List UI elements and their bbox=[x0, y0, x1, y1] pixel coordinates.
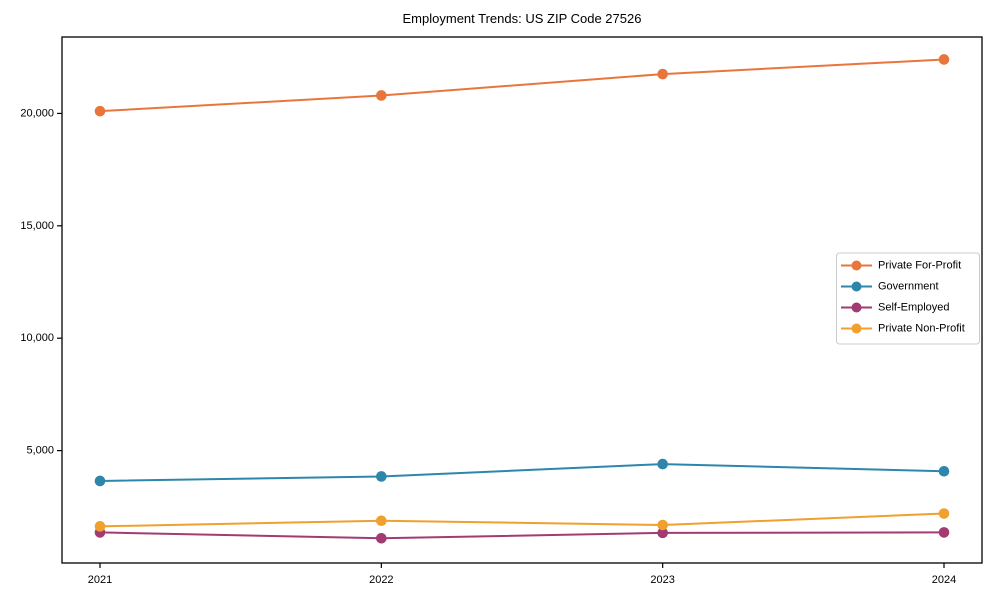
y-axis-tick-label: 5,000 bbox=[26, 445, 54, 457]
legend-label-government: Government bbox=[878, 281, 939, 293]
legend-marker-private-non-profit bbox=[851, 323, 862, 334]
series-line-private-non-profit bbox=[99, 512, 945, 528]
data-point-private-non-profit-2023 bbox=[657, 519, 668, 531]
plot-border bbox=[61, 36, 983, 564]
legend-box bbox=[836, 252, 980, 345]
legend-label-private-non-profit: Private Non-Profit bbox=[878, 323, 965, 335]
y-axis-tick-label: 20,000 bbox=[20, 107, 54, 119]
series-line-private-for-profit bbox=[99, 58, 945, 113]
series-line-government bbox=[99, 463, 945, 482]
data-point-self-employed-2024 bbox=[938, 527, 950, 538]
data-point-government-2021 bbox=[94, 475, 106, 487]
data-point-government-2022 bbox=[376, 471, 387, 482]
data-point-private-for-profit-2022 bbox=[376, 90, 387, 101]
x-axis-tick-label: 2024 bbox=[932, 574, 956, 586]
data-point-private-non-profit-2024 bbox=[938, 508, 950, 519]
series-line-self-employed bbox=[99, 531, 945, 540]
data-point-private-for-profit-2023 bbox=[657, 68, 668, 80]
data-point-self-employed-2022 bbox=[376, 532, 387, 544]
y-axis-tick-label: 15,000 bbox=[20, 220, 54, 232]
data-point-self-employed-2023 bbox=[657, 527, 668, 539]
x-axis-tick-label: 2021 bbox=[88, 574, 112, 586]
x-axis-tick-label: 2023 bbox=[650, 574, 674, 586]
data-point-government-2024 bbox=[938, 465, 950, 477]
legend-label-self-employed: Self-Employed bbox=[878, 302, 950, 314]
data-point-private-non-profit-2022 bbox=[376, 515, 387, 527]
chart-title: Employment Trends: US ZIP Code 27526 bbox=[402, 11, 642, 26]
data-point-private-for-profit-2021 bbox=[94, 105, 106, 117]
legend-label-private-for-profit: Private For-Profit bbox=[878, 260, 961, 272]
legend-marker-government bbox=[851, 281, 862, 292]
legend-marker-private-for-profit bbox=[851, 260, 862, 271]
data-point-private-for-profit-2024 bbox=[938, 54, 950, 65]
x-axis-tick-label: 2022 bbox=[369, 574, 393, 586]
legend-marker-self-employed bbox=[851, 302, 862, 313]
data-point-government-2023 bbox=[657, 458, 668, 470]
y-axis-tick-label: 10,000 bbox=[20, 332, 54, 344]
data-point-private-non-profit-2021 bbox=[94, 521, 106, 532]
